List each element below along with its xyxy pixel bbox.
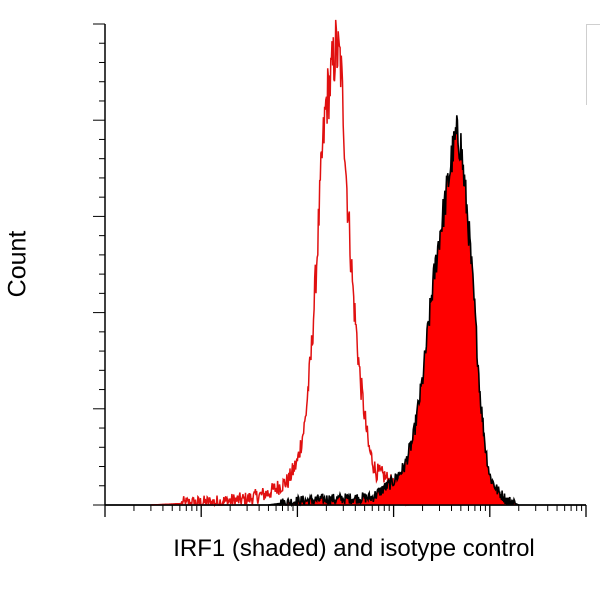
irf1-shaded-area [268, 115, 519, 506]
legend-stub [586, 24, 600, 105]
y-axis-label: Count [3, 230, 32, 298]
series-layer [105, 19, 586, 508]
isotype-control-line [150, 19, 412, 508]
irf1-outline-line [268, 115, 520, 507]
x-axis-label: IRF1 (shaded) and isotype control [173, 535, 535, 562]
axes [93, 23, 587, 517]
